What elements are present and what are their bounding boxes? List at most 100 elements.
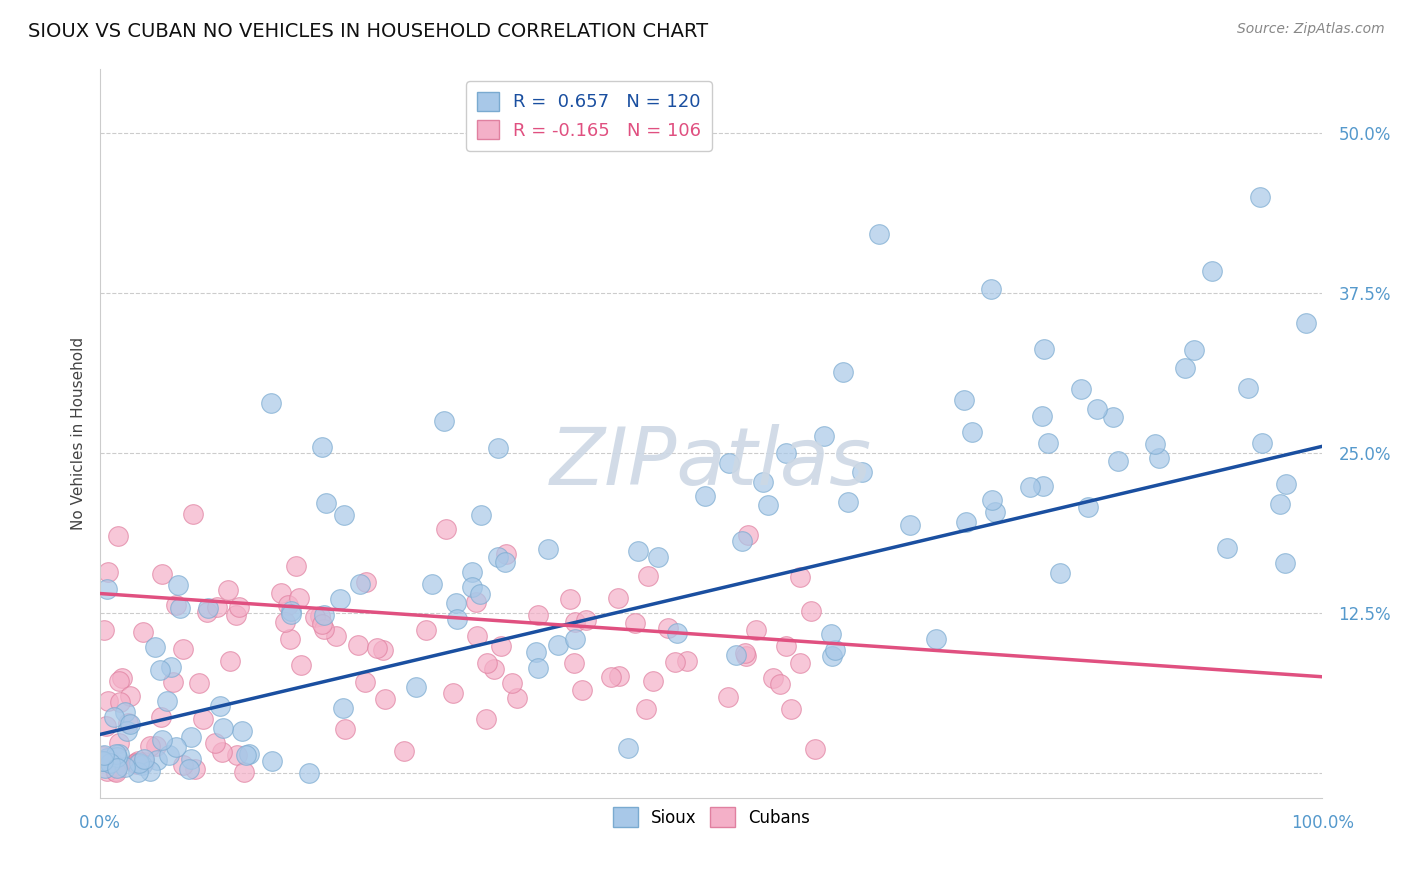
- Point: [495, 547, 517, 561]
- Point: [537, 542, 560, 557]
- Point: [195, 605, 218, 619]
- Point: [169, 601, 191, 615]
- Point: [470, 508, 492, 522]
- Point: [118, 689, 141, 703]
- Point: [960, 425, 983, 439]
- Point: [235, 747, 257, 762]
- Point: [132, 756, 155, 770]
- Point: [470, 587, 492, 601]
- Text: ZIPatlas: ZIPatlas: [550, 424, 872, 501]
- Point: [97, 565, 120, 579]
- Point: [145, 739, 167, 753]
- Point: [501, 676, 523, 690]
- Point: [675, 655, 697, 669]
- Point: [821, 648, 844, 663]
- Point: [118, 717, 141, 731]
- Point: [851, 465, 873, 479]
- Point: [233, 765, 256, 780]
- Point: [664, 655, 686, 669]
- Legend: Sioux, Cubans: Sioux, Cubans: [606, 800, 817, 834]
- Point: [97, 694, 120, 708]
- Point: [93, 623, 115, 637]
- Point: [111, 671, 134, 685]
- Point: [332, 700, 354, 714]
- Point: [212, 721, 235, 735]
- Point: [446, 612, 468, 626]
- Point: [775, 446, 797, 460]
- Point: [108, 736, 131, 750]
- Point: [304, 610, 326, 624]
- Point: [374, 692, 396, 706]
- Point: [1019, 480, 1042, 494]
- Point: [657, 621, 679, 635]
- Point: [756, 498, 779, 512]
- Point: [280, 604, 302, 618]
- Point: [1032, 479, 1054, 493]
- Point: [494, 555, 516, 569]
- Point: [104, 758, 127, 772]
- Point: [984, 505, 1007, 519]
- Point: [125, 756, 148, 771]
- Point: [1274, 556, 1296, 570]
- Point: [188, 676, 211, 690]
- Point: [91, 754, 114, 768]
- Point: [127, 754, 149, 768]
- Point: [329, 592, 352, 607]
- Point: [347, 638, 370, 652]
- Point: [94, 718, 117, 732]
- Point: [837, 495, 859, 509]
- Point: [868, 227, 890, 242]
- Point: [547, 639, 569, 653]
- Point: [564, 615, 586, 630]
- Point: [149, 664, 172, 678]
- Point: [623, 615, 645, 630]
- Point: [617, 741, 640, 756]
- Point: [315, 496, 337, 510]
- Point: [93, 748, 115, 763]
- Point: [744, 623, 766, 637]
- Point: [114, 705, 136, 719]
- Point: [105, 761, 128, 775]
- Point: [898, 518, 921, 533]
- Point: [103, 764, 125, 778]
- Point: [505, 691, 527, 706]
- Point: [114, 760, 136, 774]
- Point: [165, 598, 187, 612]
- Point: [278, 632, 301, 646]
- Point: [831, 365, 853, 379]
- Point: [769, 677, 792, 691]
- Point: [420, 576, 443, 591]
- Point: [724, 648, 747, 663]
- Point: [325, 629, 347, 643]
- Point: [475, 712, 498, 726]
- Point: [217, 582, 239, 597]
- Point: [127, 764, 149, 779]
- Point: [103, 710, 125, 724]
- Point: [405, 680, 427, 694]
- Point: [1237, 382, 1260, 396]
- Point: [813, 429, 835, 443]
- Point: [574, 613, 596, 627]
- Point: [789, 570, 811, 584]
- Point: [804, 742, 827, 756]
- Point: [1031, 409, 1053, 423]
- Point: [96, 764, 118, 778]
- Point: [1144, 436, 1167, 450]
- Point: [1070, 382, 1092, 396]
- Point: [636, 701, 658, 715]
- Point: [465, 594, 488, 608]
- Point: [353, 674, 375, 689]
- Point: [1182, 343, 1205, 358]
- Point: [104, 765, 127, 780]
- Point: [737, 528, 759, 542]
- Point: [980, 493, 1002, 508]
- Y-axis label: No Vehicles in Household: No Vehicles in Household: [72, 337, 86, 530]
- Point: [270, 586, 292, 600]
- Point: [415, 623, 437, 637]
- Point: [444, 596, 467, 610]
- Point: [637, 569, 659, 583]
- Point: [311, 616, 333, 631]
- Point: [666, 625, 689, 640]
- Point: [953, 393, 976, 408]
- Point: [647, 549, 669, 564]
